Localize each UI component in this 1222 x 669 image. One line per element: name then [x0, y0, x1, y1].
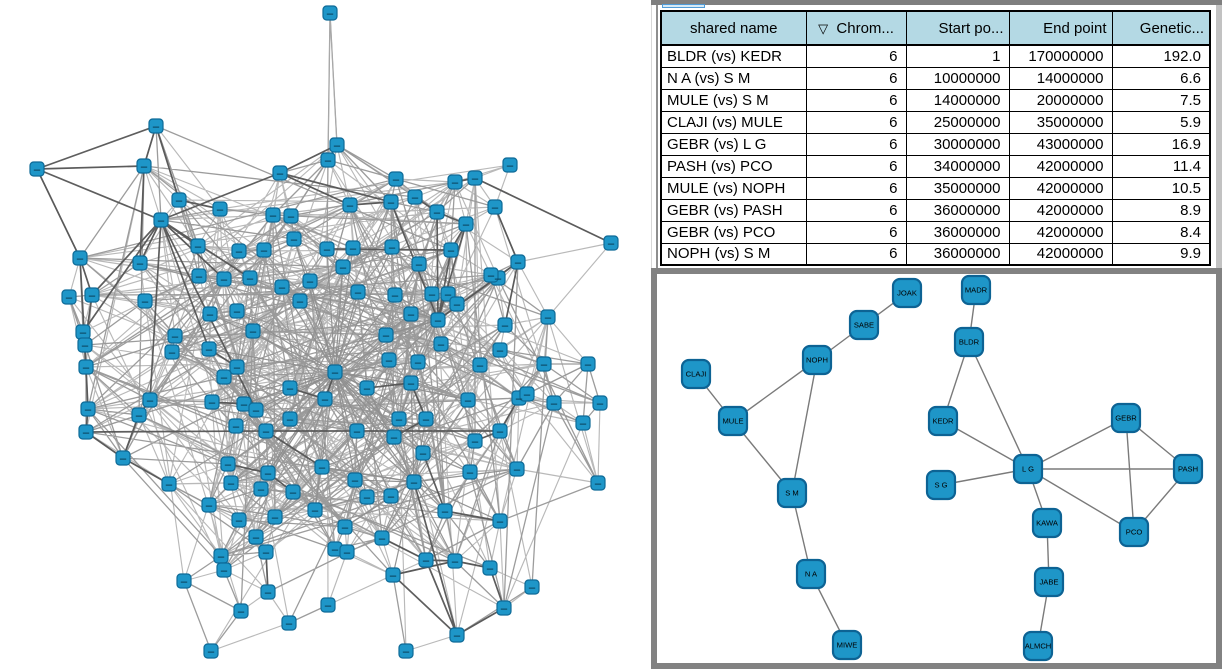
- svg-text:BLDR: BLDR: [959, 338, 980, 347]
- svg-text:NOPH: NOPH: [806, 356, 828, 365]
- svg-text:MIWE: MIWE: [837, 641, 858, 650]
- svg-text:SABE: SABE: [854, 321, 874, 330]
- svg-text:PASH: PASH: [1178, 465, 1198, 474]
- svg-text:S G: S G: [934, 481, 947, 490]
- svg-text:GEBR: GEBR: [1115, 414, 1137, 423]
- svg-text:S M: S M: [785, 489, 799, 498]
- svg-text:KAWA: KAWA: [1036, 519, 1059, 528]
- svg-text:MADR: MADR: [965, 286, 988, 295]
- svg-text:PCO: PCO: [1126, 528, 1143, 537]
- svg-text:L G: L G: [1022, 465, 1034, 474]
- svg-text:JOAK: JOAK: [897, 289, 917, 298]
- svg-text:ALMCH: ALMCH: [1025, 642, 1052, 651]
- svg-text:CLAJI: CLAJI: [686, 370, 707, 379]
- svg-text:KEDR: KEDR: [932, 417, 954, 426]
- svg-text:JABE: JABE: [1040, 578, 1059, 587]
- svg-text:N A: N A: [805, 570, 818, 579]
- svg-text:MULE: MULE: [722, 417, 743, 426]
